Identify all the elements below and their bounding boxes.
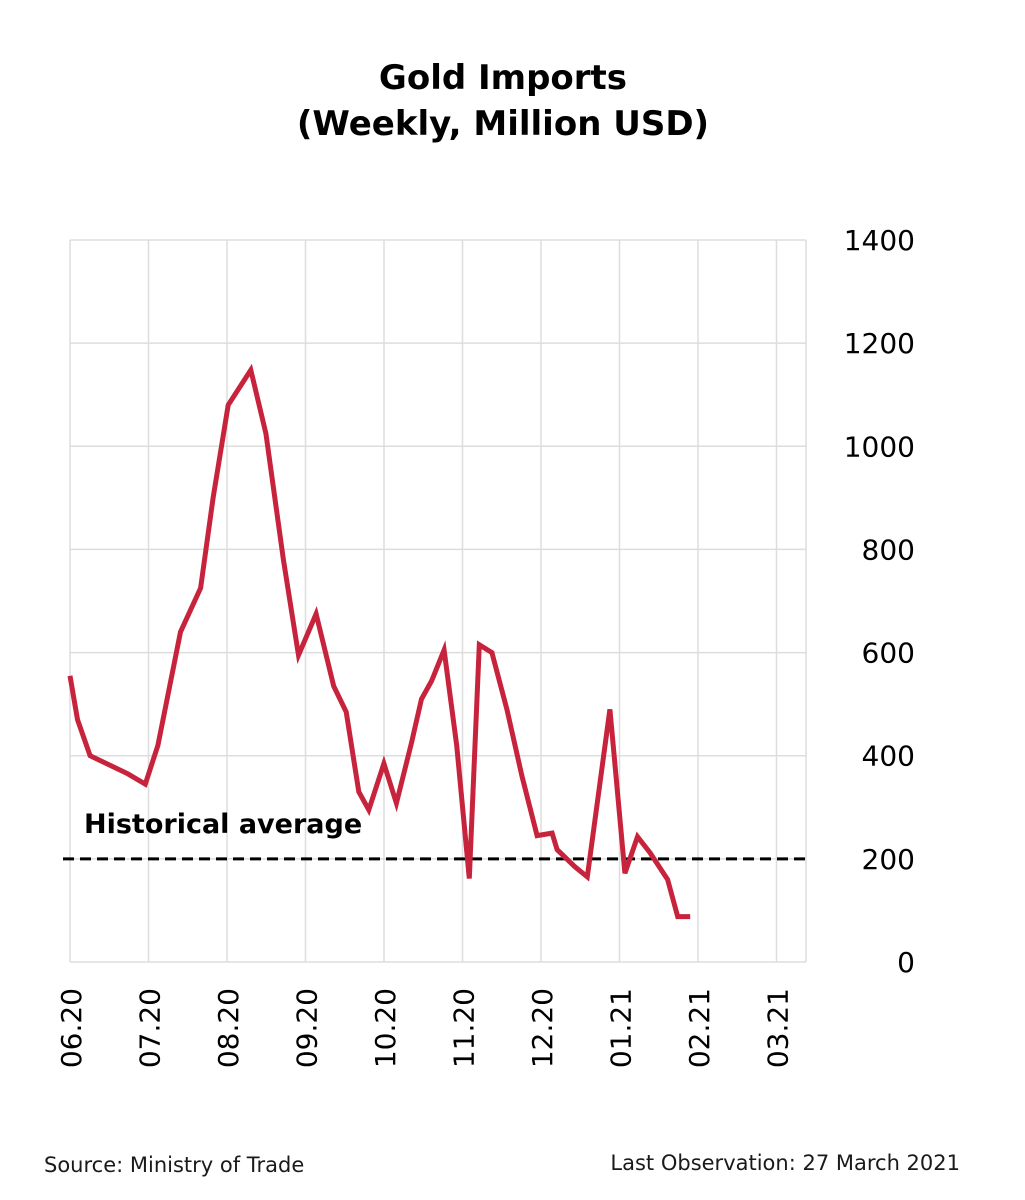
y-tick-label: 800 — [862, 533, 915, 566]
y-tick-label: 1400 — [844, 224, 915, 257]
gridlines — [69, 239, 807, 963]
y-axis: 0 200 400 600 800 1000 1200 1400 — [844, 224, 915, 979]
source-note: Source: Ministry of Trade — [44, 1153, 304, 1177]
y-tick-label: 400 — [862, 740, 915, 773]
x-tick-label: 09.20 — [291, 988, 324, 1068]
x-tick-label: 08.20 — [212, 988, 245, 1068]
x-tick-label: 10.20 — [369, 988, 402, 1068]
x-axis: 06.20 07.20 08.20 09.20 10.20 11.20 12.20 01.21… — [55, 988, 795, 1068]
historical-average-label: Historical average — [84, 809, 362, 840]
y-tick-label: 1000 — [844, 430, 915, 463]
reference-layer: Historical average — [63, 809, 807, 861]
gold-imports-series-line — [67, 363, 691, 920]
x-tick-label: 03.21 — [762, 988, 795, 1068]
x-tick-label: 02.21 — [683, 988, 716, 1068]
x-tick-label: 11.20 — [448, 988, 481, 1068]
y-tick-label: 600 — [862, 637, 915, 670]
chart-subtitle: (Weekly, Million USD) — [297, 104, 709, 144]
x-tick-label: 01.21 — [605, 988, 638, 1068]
chart-title: Gold Imports — [379, 58, 627, 98]
y-tick-label: 0 — [897, 946, 915, 979]
series-layer — [67, 363, 691, 920]
y-tick-label: 200 — [862, 843, 915, 876]
x-tick-label: 12.20 — [526, 988, 559, 1068]
y-tick-label: 1200 — [844, 327, 915, 360]
x-tick-label: 06.20 — [55, 988, 88, 1068]
x-tick-label: 07.20 — [134, 988, 167, 1068]
last-observation-note: Last Observation: 27 March 2021 — [610, 1151, 960, 1175]
